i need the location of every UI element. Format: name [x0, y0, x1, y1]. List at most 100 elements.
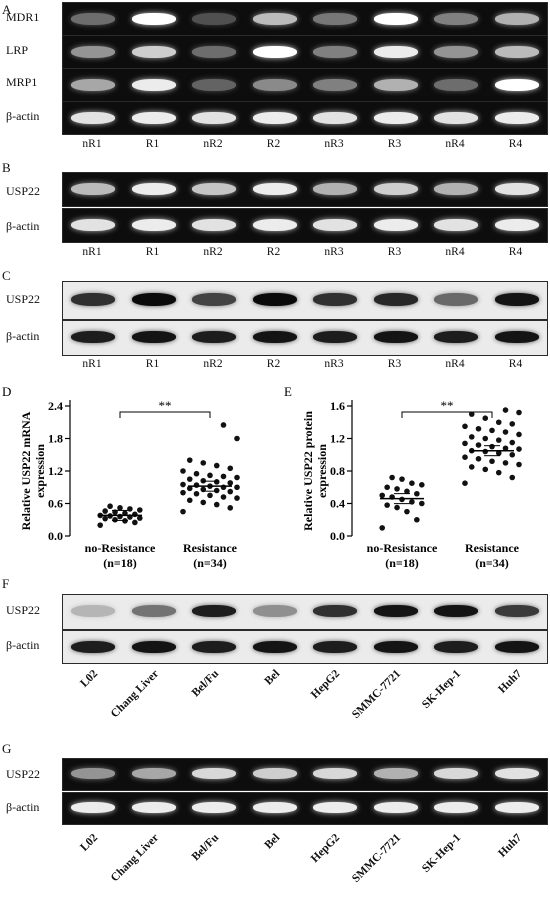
data-point [117, 513, 123, 520]
band [252, 293, 297, 306]
band [252, 641, 297, 653]
data-point [495, 437, 502, 443]
band [494, 768, 539, 779]
band [494, 46, 539, 58]
data-point [482, 448, 489, 455]
band [131, 293, 176, 306]
lane-label: R3 [387, 358, 402, 370]
data-point [516, 431, 522, 438]
band [252, 183, 297, 195]
band [131, 331, 176, 343]
band [131, 219, 176, 231]
lane-label: R3 [387, 138, 402, 150]
band [373, 183, 418, 195]
panel-c-label: C [2, 268, 11, 283]
data-point [502, 429, 509, 435]
band [71, 112, 115, 124]
data-point [132, 519, 138, 526]
panel-f-label: F [2, 576, 10, 591]
lane-label: R2 [266, 138, 281, 150]
lane-label: nR3 [324, 246, 344, 258]
band [434, 293, 478, 306]
data-point [516, 446, 522, 452]
data-point [137, 515, 143, 521]
band [71, 331, 115, 343]
panel-a-row-actin: β-actin [6, 109, 40, 123]
y-tick-label: 0.0 [330, 529, 345, 543]
data-point [97, 522, 103, 528]
band [373, 13, 418, 25]
band [192, 46, 236, 58]
band [373, 219, 418, 231]
data-point [482, 466, 489, 473]
gel-b-usp22 [62, 172, 548, 207]
data-point [462, 480, 468, 486]
band [313, 331, 357, 343]
band [434, 79, 478, 91]
panel-b-row-usp22: USP22 [6, 184, 41, 198]
band [252, 331, 297, 343]
panel-f-row-usp22: USP22 [6, 603, 41, 617]
data-point [122, 510, 128, 517]
data-point [220, 473, 227, 480]
band [71, 79, 115, 91]
band [131, 802, 176, 813]
data-point [193, 490, 200, 497]
data-point [102, 515, 108, 522]
group-label: Resistance [465, 541, 520, 555]
panel-b-label: B [2, 160, 11, 175]
group-n-label: (n=34) [475, 556, 509, 570]
band [313, 183, 357, 195]
data-point [495, 450, 502, 456]
data-point [394, 486, 400, 492]
data-point [475, 442, 482, 448]
lane-label: R4 [508, 358, 523, 370]
lane-label: R4 [508, 246, 523, 258]
band [252, 79, 297, 91]
panel-f-row-actin: β-actin [6, 638, 40, 652]
data-point [404, 508, 410, 515]
gel-a-mrp1 [62, 68, 548, 102]
band [373, 802, 418, 813]
data-point [186, 497, 193, 504]
y-tick-label: 0.8 [330, 464, 345, 478]
data-point [495, 419, 502, 426]
band [313, 79, 357, 91]
data-point [399, 476, 405, 482]
band [131, 183, 176, 195]
band [373, 112, 418, 124]
band [494, 79, 539, 91]
panel-g-row-usp22: USP22 [6, 767, 41, 781]
data-point [137, 507, 143, 513]
band [494, 605, 539, 617]
band [252, 605, 297, 617]
data-point [186, 485, 193, 492]
band [313, 46, 357, 58]
data-point [220, 484, 227, 491]
band [494, 219, 539, 231]
band [434, 13, 478, 25]
group-n-label: (n=34) [193, 556, 227, 570]
lane-label: R3 [387, 246, 402, 258]
data-point [234, 495, 240, 501]
panel-g-label: G [2, 741, 12, 756]
band [71, 183, 115, 195]
group-n-label: (n=18) [103, 556, 137, 570]
data-point [213, 462, 220, 469]
band [252, 46, 297, 58]
data-point [207, 492, 213, 499]
band [192, 293, 236, 306]
data-point [409, 480, 415, 486]
band [131, 768, 176, 779]
data-point [509, 421, 516, 427]
lane-label: nR1 [82, 246, 102, 258]
data-point [404, 488, 410, 495]
data-point [180, 481, 186, 488]
lane-label: nR4 [445, 138, 465, 150]
data-point [220, 494, 227, 500]
data-point [419, 500, 425, 507]
band [131, 641, 176, 653]
band [192, 13, 236, 25]
band [71, 641, 115, 653]
group-label: Resistance [183, 541, 238, 555]
